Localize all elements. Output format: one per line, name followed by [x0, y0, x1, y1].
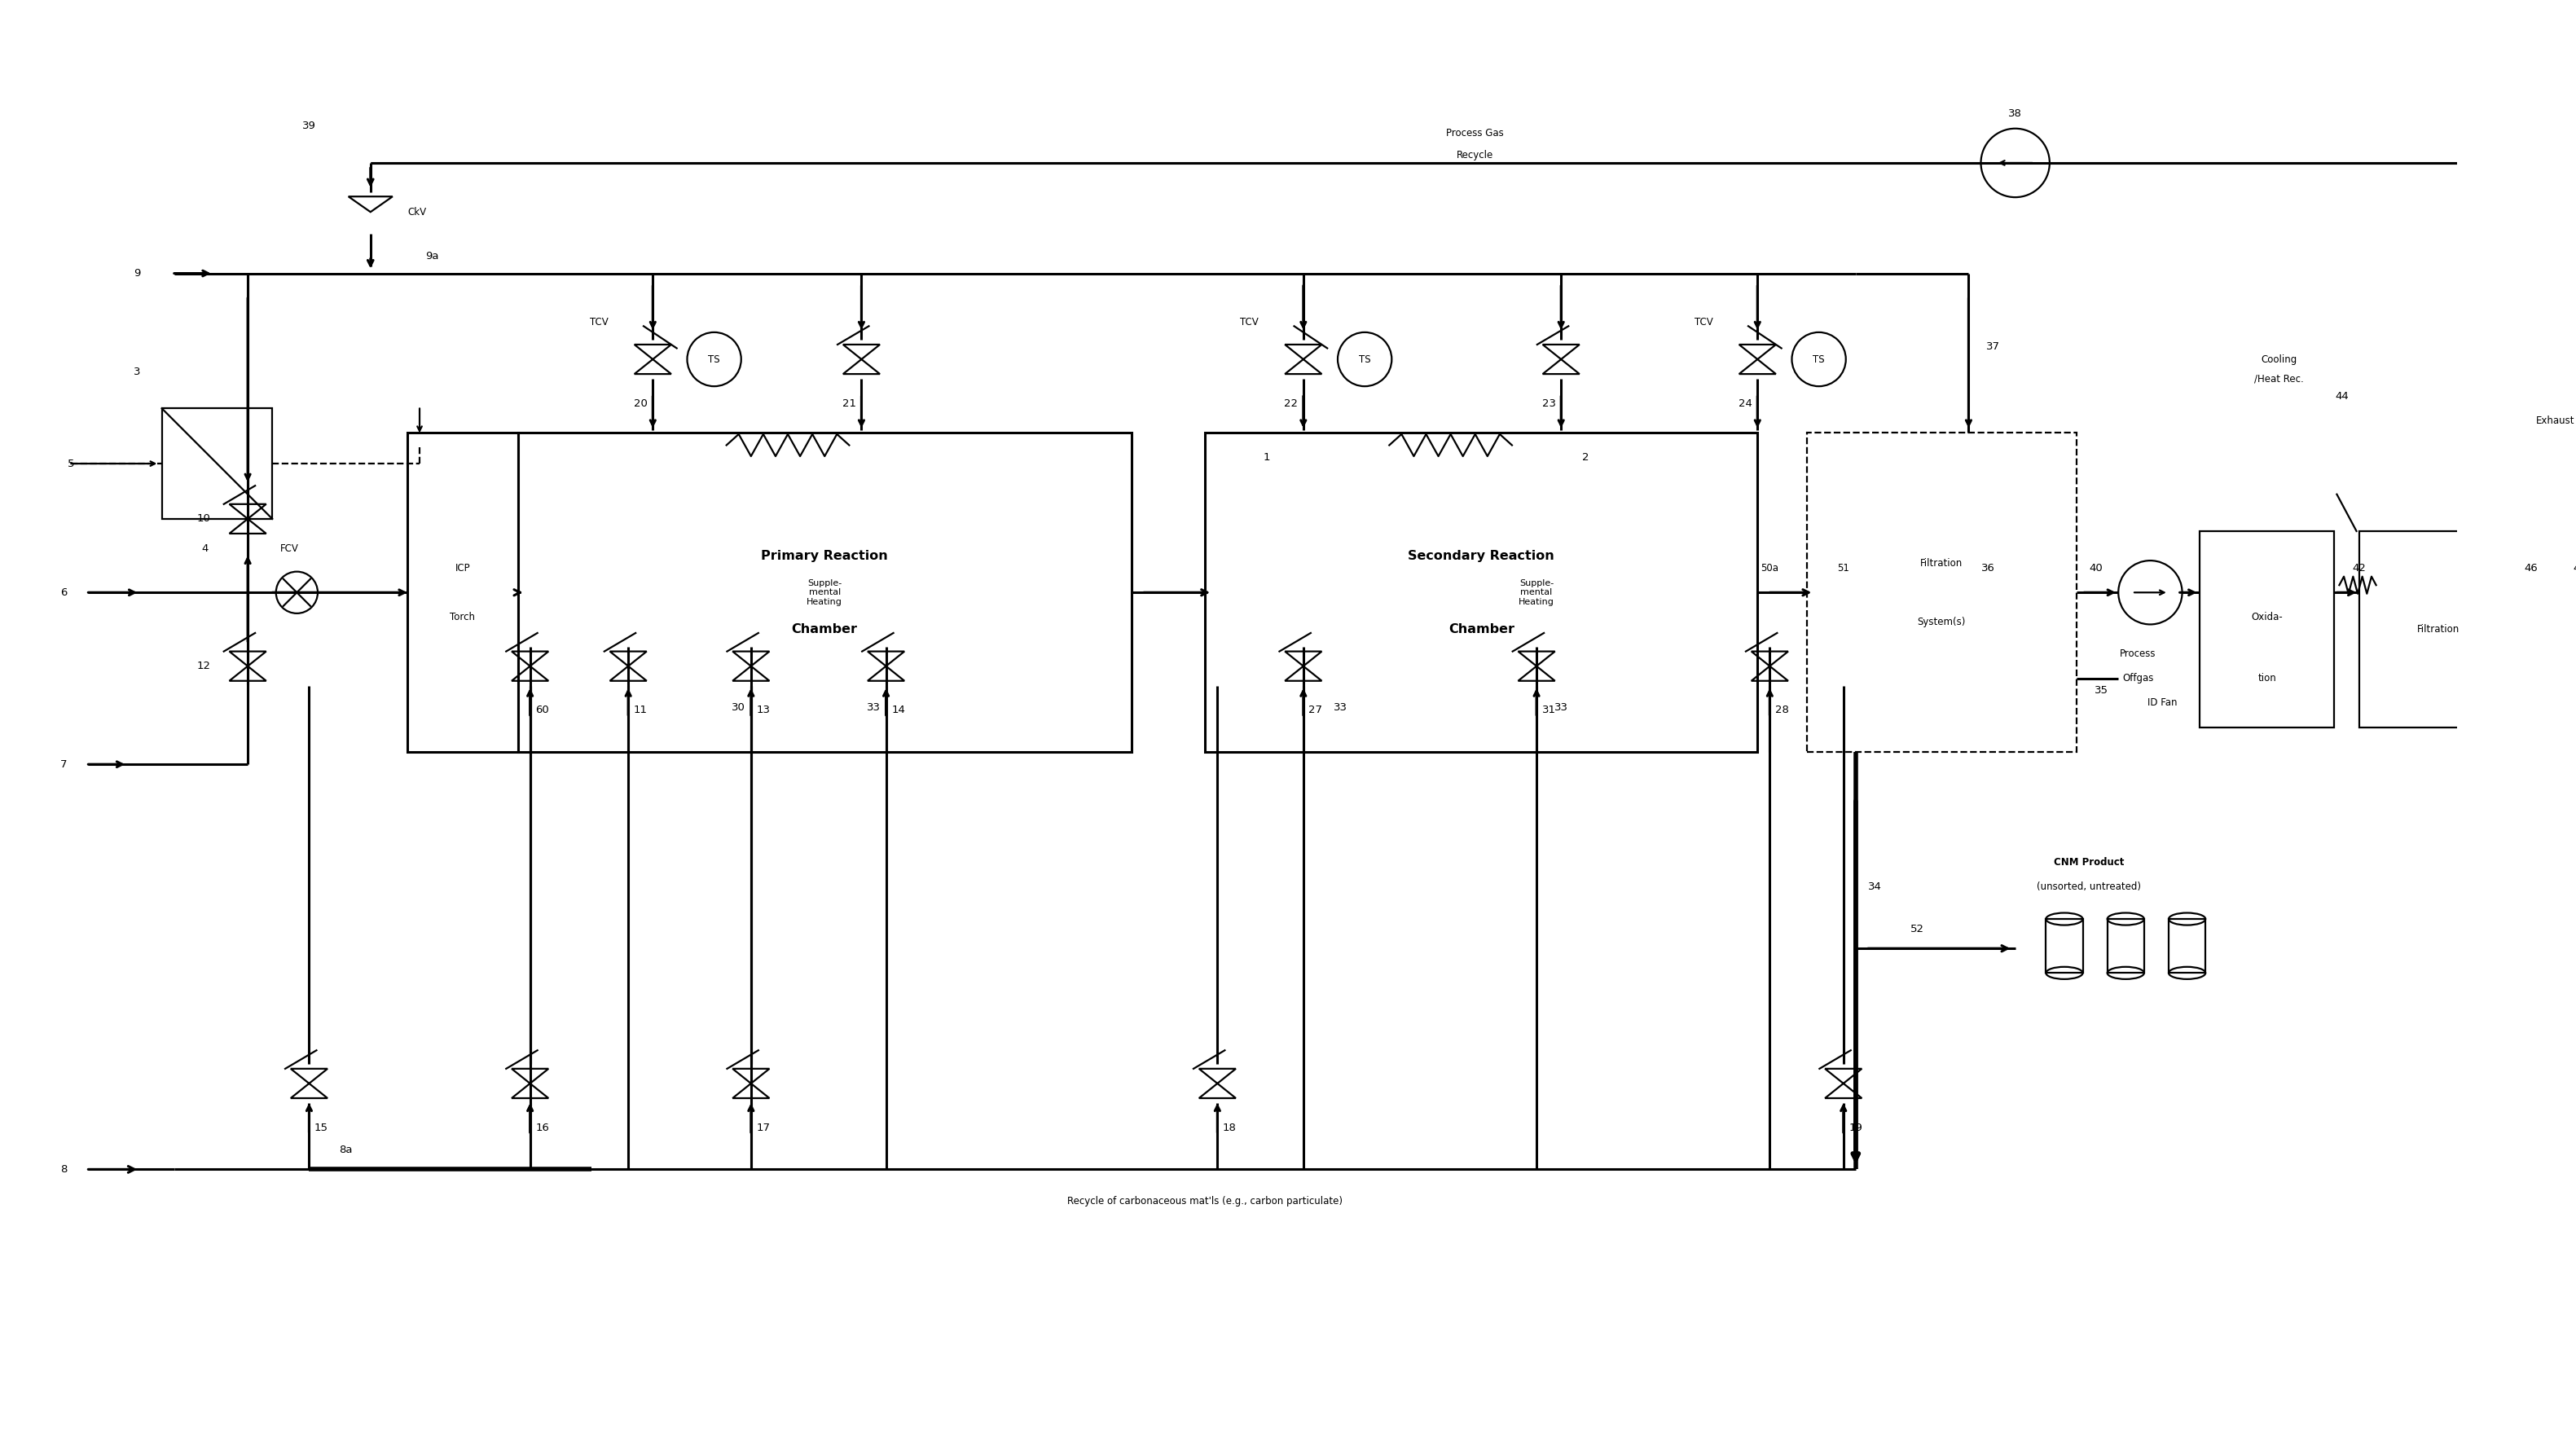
FancyBboxPatch shape [2169, 920, 2205, 973]
Text: 1: 1 [1262, 453, 1270, 463]
Text: 37: 37 [1986, 342, 1999, 352]
Text: Supple-
mental
Heating: Supple- mental Heating [806, 579, 842, 607]
Text: 24: 24 [1739, 399, 1752, 409]
Text: Chamber: Chamber [1448, 623, 1515, 636]
Text: Supple-
mental
Heating: Supple- mental Heating [1520, 579, 1553, 607]
Text: 51: 51 [1837, 563, 1850, 573]
Text: 50a: 50a [1762, 563, 1777, 573]
Text: Secondary Reaction: Secondary Reaction [1409, 550, 1553, 562]
Text: ICP: ICP [456, 563, 471, 573]
FancyBboxPatch shape [2360, 531, 2519, 728]
Text: 18: 18 [1224, 1122, 1236, 1133]
Text: TCV: TCV [1695, 317, 1713, 327]
Text: 52: 52 [1911, 924, 1924, 934]
FancyBboxPatch shape [2107, 920, 2143, 973]
Text: 14: 14 [891, 706, 904, 716]
Text: CkV: CkV [407, 207, 425, 217]
Text: TCV: TCV [1239, 317, 1260, 327]
Text: 36: 36 [1981, 563, 1994, 573]
Text: 4: 4 [201, 543, 209, 553]
Text: /Heat Rec.: /Heat Rec. [2254, 374, 2303, 384]
Text: 42: 42 [2352, 563, 2365, 573]
Text: 48: 48 [2573, 563, 2576, 573]
Text: CNM Product: CNM Product [2053, 857, 2125, 867]
Text: System(s): System(s) [1917, 617, 1965, 627]
Text: 17: 17 [757, 1122, 770, 1133]
Text: TS: TS [1814, 354, 1824, 365]
Text: 15: 15 [314, 1122, 327, 1133]
Text: 12: 12 [198, 661, 211, 671]
FancyBboxPatch shape [162, 409, 273, 519]
FancyBboxPatch shape [2200, 531, 2334, 728]
Text: Primary Reaction: Primary Reaction [760, 550, 889, 562]
Text: 21: 21 [842, 399, 855, 409]
Text: 16: 16 [536, 1122, 549, 1133]
Text: (unsorted, untreated): (unsorted, untreated) [2038, 882, 2141, 892]
Text: 5: 5 [67, 458, 75, 469]
FancyBboxPatch shape [1206, 434, 1757, 752]
Text: Cooling: Cooling [2262, 354, 2298, 365]
Text: Oxida-: Oxida- [2251, 611, 2282, 623]
Text: 33: 33 [866, 703, 881, 713]
Text: 8: 8 [59, 1164, 67, 1174]
Text: 2: 2 [1582, 453, 1589, 463]
FancyBboxPatch shape [2045, 920, 2084, 973]
Text: 35: 35 [2094, 685, 2107, 695]
Text: 7: 7 [59, 760, 67, 770]
Text: 44: 44 [2334, 391, 2349, 402]
Text: 34: 34 [1868, 882, 1883, 892]
Text: Process Gas: Process Gas [1445, 128, 1504, 138]
Text: 13: 13 [757, 706, 770, 716]
Text: tion: tion [2257, 674, 2277, 684]
Text: 19: 19 [1850, 1122, 1862, 1133]
Text: 8a: 8a [340, 1145, 353, 1155]
Text: 39: 39 [301, 121, 317, 131]
Text: Recycle of carbonaceous mat'ls (e.g., carbon particulate): Recycle of carbonaceous mat'ls (e.g., ca… [1066, 1196, 1342, 1206]
Text: TS: TS [1358, 354, 1370, 365]
Text: 9a: 9a [425, 250, 438, 262]
Text: 30: 30 [732, 703, 744, 713]
Text: 11: 11 [634, 706, 647, 716]
Text: 33: 33 [1334, 703, 1347, 713]
Text: Filtration: Filtration [2416, 624, 2460, 634]
Text: TS: TS [708, 354, 721, 365]
Text: 27: 27 [1309, 706, 1321, 716]
Text: Process: Process [2120, 649, 2156, 659]
Text: 20: 20 [634, 399, 647, 409]
Text: 33: 33 [1553, 703, 1569, 713]
FancyBboxPatch shape [407, 434, 518, 752]
Text: Recycle: Recycle [1458, 150, 1494, 162]
Text: Torch: Torch [451, 611, 474, 623]
Text: 9: 9 [134, 268, 142, 279]
Text: 28: 28 [1775, 706, 1788, 716]
Text: 10: 10 [198, 514, 211, 524]
Text: 6: 6 [59, 588, 67, 598]
Text: Chamber: Chamber [791, 623, 858, 636]
Text: FCV: FCV [281, 543, 299, 553]
Text: 38: 38 [2009, 109, 2022, 119]
Text: 60: 60 [536, 706, 549, 716]
FancyBboxPatch shape [1806, 434, 2076, 752]
Text: 3: 3 [134, 367, 142, 377]
Text: Exhaust: Exhaust [2535, 415, 2573, 426]
Text: 22: 22 [1283, 399, 1298, 409]
Text: TCV: TCV [590, 317, 608, 327]
Text: 46: 46 [2524, 563, 2537, 573]
Text: Filtration: Filtration [1919, 557, 1963, 569]
FancyBboxPatch shape [518, 434, 1131, 752]
Text: 23: 23 [1543, 399, 1556, 409]
Text: Offgas: Offgas [2123, 674, 2154, 684]
Text: 31: 31 [1543, 706, 1556, 716]
Text: ID Fan: ID Fan [2148, 697, 2177, 709]
Text: 40: 40 [2089, 563, 2102, 573]
